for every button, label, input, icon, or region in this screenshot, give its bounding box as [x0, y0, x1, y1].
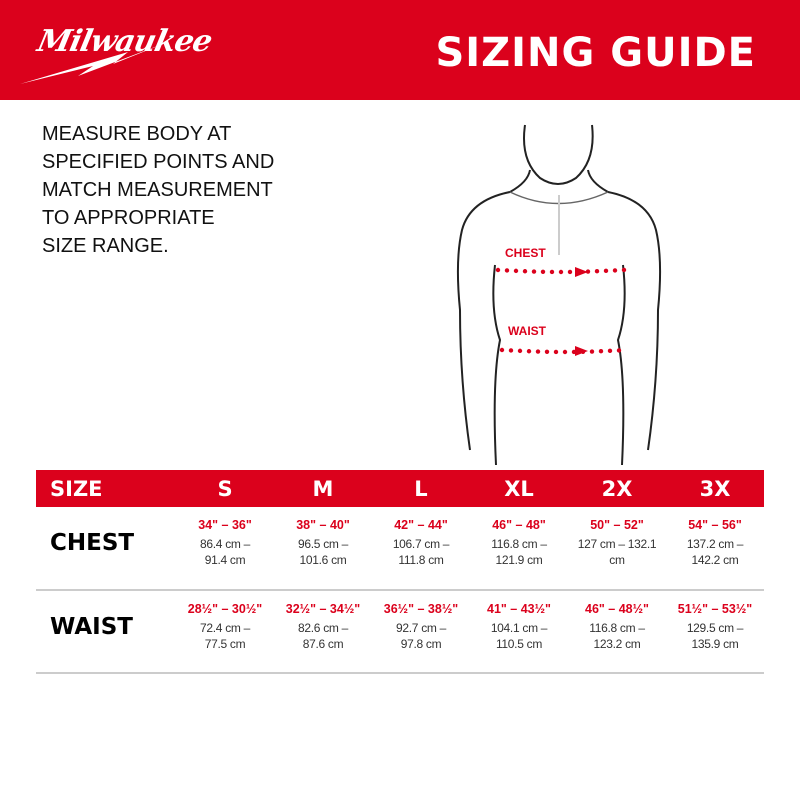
cm-range: 86.4 cm –: [200, 537, 250, 551]
header-xl: XL: [504, 476, 534, 501]
inch-range: 46" – 48": [492, 518, 546, 532]
row-divider: [36, 589, 764, 591]
table-cell: 51½" – 53½" 129.5 cm – 135.9 cm: [666, 602, 764, 652]
table-header: SIZE S M L XL 2X 3X: [36, 470, 764, 507]
waist-label: WAIST: [508, 324, 547, 338]
cm-range: cm: [609, 553, 625, 567]
row-label: WAIST: [50, 614, 133, 640]
row-label: CHEST: [50, 530, 135, 556]
header-3x: 3X: [699, 476, 731, 501]
table-cell: 50" – 52" 127 cm – 132.1 cm: [568, 518, 666, 568]
torso-illustration: CHEST WAIST: [456, 124, 662, 466]
table-cell: 54" – 56" 137.2 cm – 142.2 cm: [666, 518, 764, 568]
header-size: SIZE: [50, 476, 103, 501]
cm-range: 142.2 cm: [691, 553, 739, 567]
table-cell: 42" – 44" 106.7 cm – 111.8 cm: [372, 518, 470, 568]
cm-range: 137.2 cm –: [686, 537, 744, 551]
inch-range: 36½" – 38½": [383, 602, 459, 616]
inch-range: 38" – 40": [296, 518, 350, 532]
header-s: S: [217, 476, 233, 501]
table-cell: 32½" – 34½" 82.6 cm – 87.6 cm: [274, 602, 372, 652]
table-cell: 38" – 40" 96.5 cm – 101.6 cm: [274, 518, 372, 568]
table-cell: 41" – 43½" 104.1 cm – 110.5 cm: [470, 602, 568, 652]
inch-range: 41" – 43½": [487, 602, 551, 616]
cm-range: 116.8 cm –: [491, 537, 547, 551]
intro-line: SPECIFIED POINTS AND: [42, 151, 275, 173]
cm-range: 127 cm – 132.1: [577, 537, 657, 551]
waist-arrow-icon: [575, 346, 588, 356]
header-l: L: [414, 476, 428, 501]
inch-range: 42" – 44": [394, 518, 448, 532]
cm-range: 121.9 cm: [495, 553, 543, 567]
table-cell: 28½" – 30½" 72.4 cm – 77.5 cm: [176, 602, 274, 652]
intro-text: MEASURE BODY AT SPECIFIED POINTS AND MAT…: [42, 120, 342, 260]
cm-range: 104.1 cm –: [490, 621, 548, 635]
inch-range: 32½" – 34½": [285, 602, 361, 616]
lightning-bolt-icon: [20, 42, 168, 84]
cm-range: 135.9 cm: [691, 637, 739, 651]
cm-range: 92.7 cm –: [396, 621, 446, 635]
cm-range: 87.6 cm: [302, 637, 344, 651]
milwaukee-logo: Milwaukee: [18, 14, 215, 86]
cm-range: 91.4 cm: [204, 553, 246, 567]
table-cell: 36½" – 38½" 92.7 cm – 97.8 cm: [372, 602, 470, 652]
cm-range: 97.8 cm: [400, 637, 442, 651]
cm-range: 123.2 cm: [593, 637, 641, 651]
chest-arrow-icon: [575, 267, 588, 277]
row-divider: [36, 672, 764, 674]
inch-range: 46" – 48½": [585, 602, 649, 616]
cm-range: 111.8 cm: [398, 553, 444, 567]
cm-range: 96.5 cm –: [298, 537, 348, 551]
intro-line: TO APPROPRIATE: [42, 207, 215, 229]
header-2x: 2X: [601, 476, 633, 501]
waist-measure-dots: [499, 347, 622, 355]
cm-range: 101.6 cm: [299, 553, 347, 567]
cm-range: 82.6 cm –: [298, 621, 348, 635]
table-cell: 46" – 48½" 116.8 cm – 123.2 cm: [568, 602, 666, 652]
body-figure: CHEST WAIST: [430, 120, 690, 466]
inch-range: 34" – 36": [198, 518, 252, 532]
inch-range: 54" – 56": [688, 518, 742, 532]
table-cell: 34" – 36" 86.4 cm – 91.4 cm: [176, 518, 274, 568]
cm-range: 72.4 cm –: [200, 621, 250, 635]
page-title: SIZING GUIDE: [435, 30, 756, 76]
table-row-chest: CHEST 34" – 36" 86.4 cm – 91.4 cm 38" – 40" 9…: [36, 518, 764, 568]
cm-range: 110.5 cm: [495, 637, 543, 651]
intro-line: SIZE RANGE.: [42, 235, 169, 257]
header-m: M: [312, 476, 334, 501]
cm-range: 116.8 cm –: [589, 621, 645, 635]
cm-range: 129.5 cm –: [686, 621, 744, 635]
inch-range: 28½" – 30½": [187, 602, 263, 616]
chest-label: CHEST: [505, 246, 546, 260]
cm-range: 77.5 cm: [204, 637, 246, 651]
inch-range: 51½" – 53½": [677, 602, 753, 616]
chest-measure-dots: [495, 267, 627, 275]
cm-range: 106.7 cm –: [392, 537, 450, 551]
header-banner: Milwaukee SIZING GUIDE: [0, 0, 800, 100]
table-row-waist: WAIST 28½" – 30½" 72.4 cm – 77.5 cm 32½" – 3…: [36, 602, 764, 652]
inch-range: 50" – 52": [590, 518, 644, 532]
intro-line: MATCH MEASUREMENT: [42, 179, 273, 201]
intro-line: MEASURE BODY AT: [42, 123, 232, 145]
table-cell: 46" – 48" 116.8 cm – 121.9 cm: [470, 518, 568, 568]
